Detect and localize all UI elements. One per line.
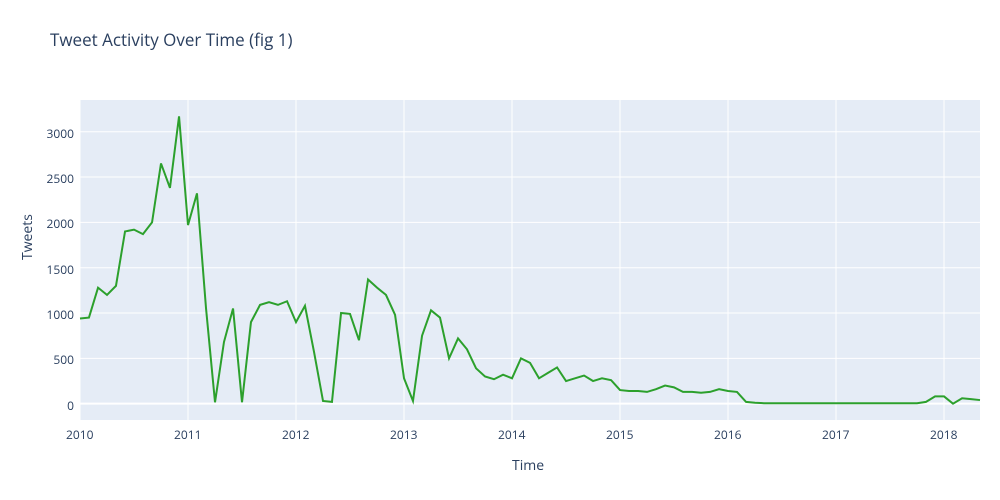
- x-tick-label: 2016: [714, 426, 741, 443]
- x-tick-label: 2018: [930, 426, 957, 443]
- y-tick-label: 1000: [47, 306, 74, 323]
- x-axis-label: Time: [512, 456, 544, 475]
- x-tick-label: 2013: [390, 426, 417, 443]
- x-tick-label: 2012: [282, 426, 309, 443]
- x-tick-label: 2017: [822, 426, 849, 443]
- y-tick-label: 3000: [47, 125, 74, 142]
- chart-title: Tweet Activity Over Time (fig 1): [50, 28, 293, 51]
- series-line: [80, 116, 980, 403]
- y-tick-label: 2500: [47, 170, 74, 187]
- x-tick-label: 2014: [498, 426, 525, 443]
- plot-svg[interactable]: [80, 100, 980, 420]
- y-tick-label: 500: [53, 351, 74, 368]
- x-tick-label: 2015: [606, 426, 633, 443]
- x-tick-label: 2011: [174, 426, 201, 443]
- chart-container: { "chart": { "type": "line", "title": "T…: [0, 0, 1000, 500]
- y-tick-label: 1500: [47, 261, 74, 278]
- y-tick-label: 2000: [47, 215, 74, 232]
- x-tick-label: 2010: [66, 426, 93, 443]
- x-gridlines: [80, 100, 944, 420]
- y-axis-label: Tweets: [18, 214, 37, 260]
- y-tick-label: 0: [67, 397, 74, 414]
